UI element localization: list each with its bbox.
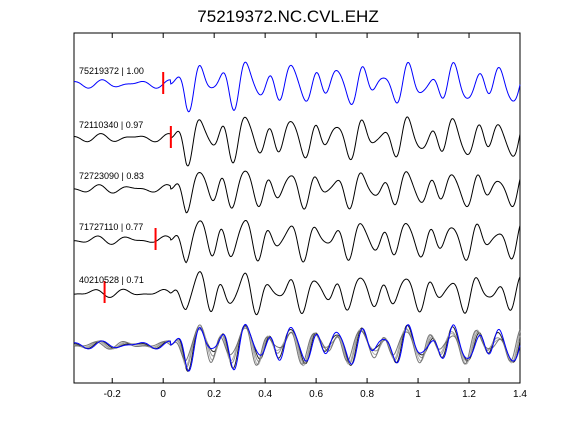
trace-label-3: 72723090 | 0.83	[79, 171, 144, 181]
x-tick-label-7: 1	[415, 389, 421, 400]
plot-area	[73, 32, 521, 384]
trace-line-2	[73, 116, 521, 167]
trace-label-5: 40210528 | 0.71	[79, 275, 144, 285]
x-axis: -0.2 0 0.2 0.4 0.6 0.8 1 1.2 1.4	[104, 33, 527, 400]
trace-line-4	[73, 220, 521, 264]
x-tick-label-6: 0.8	[360, 389, 374, 400]
x-tick-label-5: 0.6	[309, 389, 323, 400]
stacked-traces	[73, 323, 521, 372]
trace-label-2: 72110340 | 0.97	[79, 120, 143, 130]
trace-line-1	[73, 61, 521, 113]
stack-line-5	[73, 324, 521, 366]
x-tick-label-1: -0.2	[104, 389, 122, 400]
trace-line-5	[73, 271, 521, 316]
pick-markers	[103, 72, 172, 303]
x-tick-label-4: 0.4	[258, 389, 272, 400]
stack-line-1	[73, 323, 521, 372]
trace-label-4: 71727110 | 0.77	[79, 222, 143, 232]
trace-group	[73, 61, 521, 316]
trace-line-3	[73, 170, 521, 214]
x-tick-label-9: 1.4	[513, 389, 527, 400]
x-tick-label-8: 1.2	[462, 389, 476, 400]
chart-title: 75219372.NC.CVL.EHZ	[197, 7, 378, 26]
x-tick-label-2: 0	[160, 389, 166, 400]
trace-labels: 75219372 | 1.00 72110340 | 0.97 72723090 |…	[79, 66, 144, 285]
trace-label-1: 75219372 | 1.00	[79, 66, 144, 76]
x-tick-label-3: 0.2	[207, 389, 221, 400]
